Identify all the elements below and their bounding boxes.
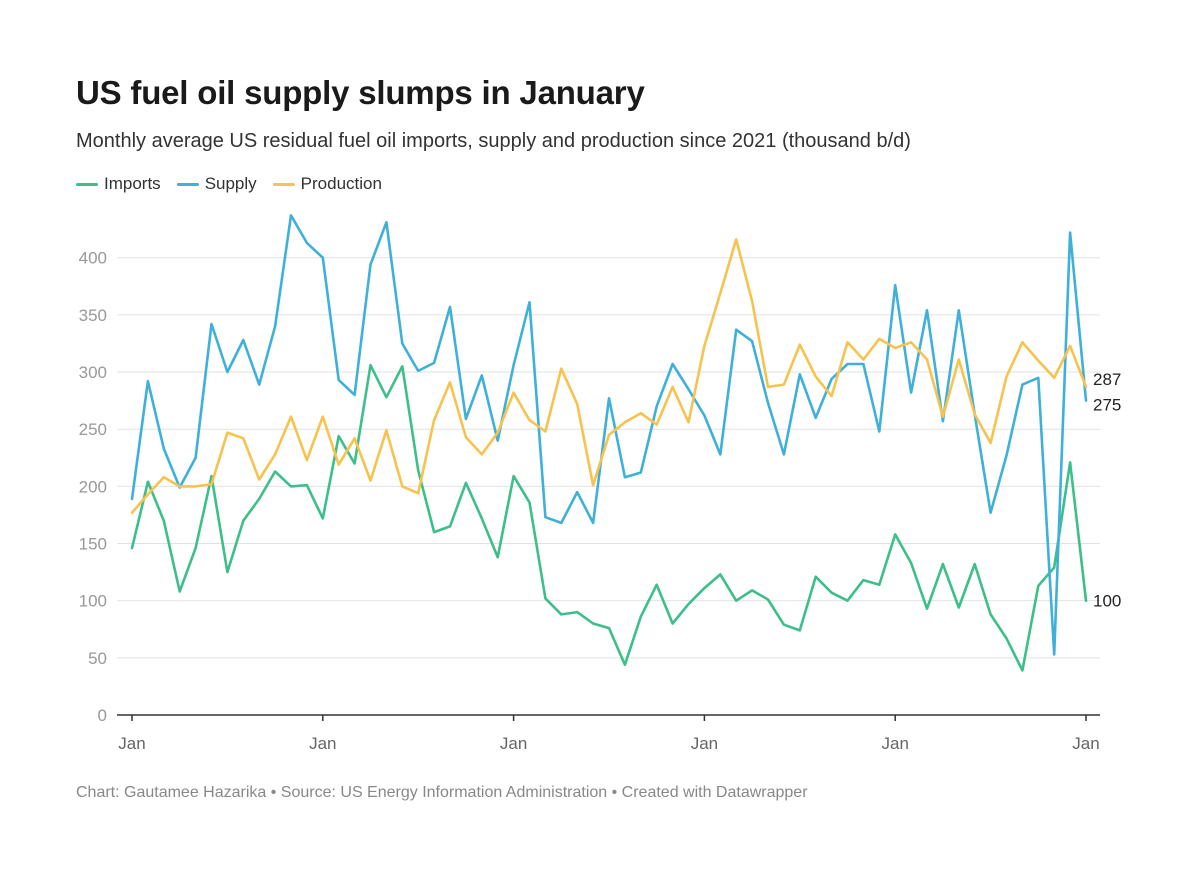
y-tick-label-0: 0: [98, 706, 107, 725]
x-tick-label-5: Jan: [1072, 734, 1099, 753]
chart-subtitle: Monthly average US residual fuel oil imp…: [76, 130, 911, 152]
y-tick-label-300: 300: [79, 363, 107, 382]
series-line-imports: [130, 363, 1088, 672]
end-label-production: 287: [1093, 370, 1121, 389]
legend-label-supply: Supply: [204, 174, 257, 193]
legend-item-supply: Supply: [176, 174, 257, 194]
legend-swatch-supply: [176, 182, 199, 186]
chart-footer: Chart: Gautamee Hazarika • Source: US En…: [76, 784, 808, 801]
series-line-supply: [130, 214, 1088, 656]
legend-item-production: Production: [272, 174, 382, 194]
y-tick-label-50: 50: [88, 649, 107, 668]
y-tick-label-200: 200: [79, 477, 107, 496]
legend: Imports Supply Production: [76, 174, 382, 194]
y-tick-label-100: 100: [79, 592, 107, 611]
y-tick-label-400: 400: [79, 249, 107, 268]
x-tick-label-4: Jan: [881, 734, 908, 753]
legend-swatch-production: [272, 182, 295, 186]
end-label-imports: 100: [1093, 592, 1121, 611]
x-tick-label-1: Jan: [309, 734, 336, 753]
end-label-supply: 275: [1093, 396, 1121, 415]
y-tick-label-350: 350: [79, 306, 107, 325]
legend-label-production: Production: [300, 174, 382, 193]
x-tick-label-2: Jan: [500, 734, 527, 753]
y-tick-label-150: 150: [79, 535, 107, 554]
x-tick-label-0: Jan: [118, 734, 145, 753]
legend-item-imports: Imports: [76, 174, 161, 194]
legend-swatch-imports: [76, 182, 98, 186]
chart-title: US fuel oil supply slumps in January: [76, 74, 645, 111]
legend-label-imports: Imports: [104, 174, 161, 193]
x-tick-label-3: Jan: [691, 734, 718, 753]
series-line-production: [130, 238, 1088, 515]
y-tick-label-250: 250: [79, 420, 107, 439]
